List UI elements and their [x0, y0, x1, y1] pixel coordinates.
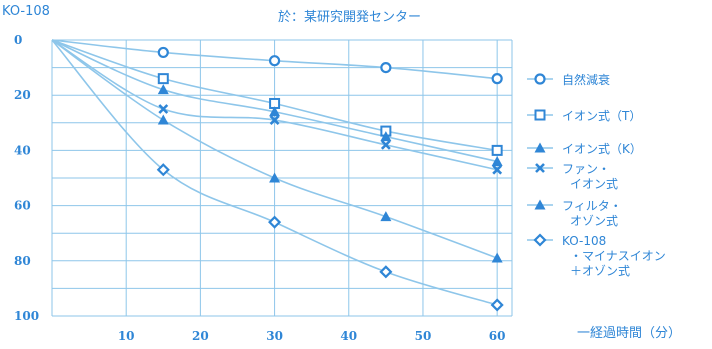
x-tick-label: 10 [118, 329, 135, 343]
chart-title: 於：某研究開発センター [278, 9, 421, 25]
x-axis-label: 一経過時間（分） [577, 326, 681, 341]
cross-stroke [535, 163, 545, 173]
data-point-diamond [490, 298, 504, 312]
data-point-square [491, 144, 503, 156]
cross-stroke [380, 139, 391, 150]
data-point-circle [268, 55, 281, 67]
legend-label: イオン式（K） [562, 142, 642, 156]
data-point-diamond [533, 233, 547, 247]
legend-label: KO-108 [562, 234, 606, 248]
tick-labels: 0 20 40 60 80 100 10 20 30 40 50 60 [14, 33, 506, 343]
legend-entry-3: イオン式（K） [527, 142, 642, 156]
data-point-circle [157, 46, 169, 59]
data-point-square [534, 109, 546, 121]
data-point-cross [535, 163, 545, 173]
y-tick-label: 100 [14, 309, 39, 323]
data-point-triangle [534, 199, 546, 210]
y-tick-label: 40 [14, 143, 31, 157]
legend-label: イオン式 [570, 177, 618, 191]
data-point-triangle [269, 106, 281, 117]
data-point-triangle [491, 252, 503, 263]
cross-stroke [158, 104, 169, 114]
x-tick-label: 50 [415, 329, 432, 343]
series-markers [156, 46, 504, 312]
legend-entry-4: ファン・イオン式 [527, 162, 618, 191]
data-point-diamond [268, 215, 282, 229]
y-tick-label: 20 [14, 88, 31, 102]
data-point-triangle [157, 84, 169, 95]
data-point-circle [380, 61, 392, 74]
data-point-cross [492, 164, 503, 175]
y-tick-label: 0 [14, 33, 22, 47]
legend-label: ファン・ [562, 162, 610, 176]
data-point-cross [269, 115, 280, 125]
data-point-triangle [157, 114, 169, 125]
data-point-circle [491, 73, 503, 85]
legend-label: 自然減衰 [562, 72, 610, 87]
legend-label: ・マイナスイオン [570, 249, 666, 263]
data-point-triangle [534, 142, 546, 153]
legend-label: オゾン式 [570, 214, 618, 228]
x-tick-label: 20 [192, 329, 209, 343]
data-point-triangle [491, 155, 503, 166]
x-tick-label: 30 [266, 329, 283, 343]
legend-label: フィルタ・ [562, 199, 622, 213]
data-point-triangle [380, 211, 392, 222]
data-point-diamond [156, 163, 170, 177]
x-tick-label: 60 [489, 329, 506, 343]
gridlines [51, 39, 513, 317]
cross-stroke [492, 164, 503, 175]
data-point-square [157, 73, 169, 85]
legend-label: イオン式（T） [562, 109, 641, 123]
legend-entry-5: フィルタ・オゾン式 [527, 199, 622, 228]
y-tick-label: 80 [14, 254, 31, 268]
data-point-cross [158, 104, 169, 114]
series-line-6 [51, 39, 498, 306]
x-tick-label: 40 [340, 329, 357, 343]
y-tick-label: 60 [14, 199, 31, 213]
legend: 自然減衰イオン式（T）イオン式（K）ファン・イオン式フィルタ・オゾン式KO-10… [527, 72, 666, 278]
legend-label: ＋オゾン式 [570, 264, 630, 278]
data-point-circle [534, 73, 546, 85]
legend-entry-6: KO-108・マイナスイオン＋オゾン式 [527, 233, 666, 278]
cross-stroke [269, 115, 280, 125]
data-point-diamond [379, 265, 393, 279]
legend-entry-1: 自然減衰 [527, 72, 610, 87]
model-label: KO-108 [2, 4, 50, 19]
data-point-triangle [380, 131, 392, 142]
legend-entry-2: イオン式（T） [527, 109, 641, 123]
data-point-triangle [269, 172, 281, 183]
data-point-cross [380, 139, 391, 150]
